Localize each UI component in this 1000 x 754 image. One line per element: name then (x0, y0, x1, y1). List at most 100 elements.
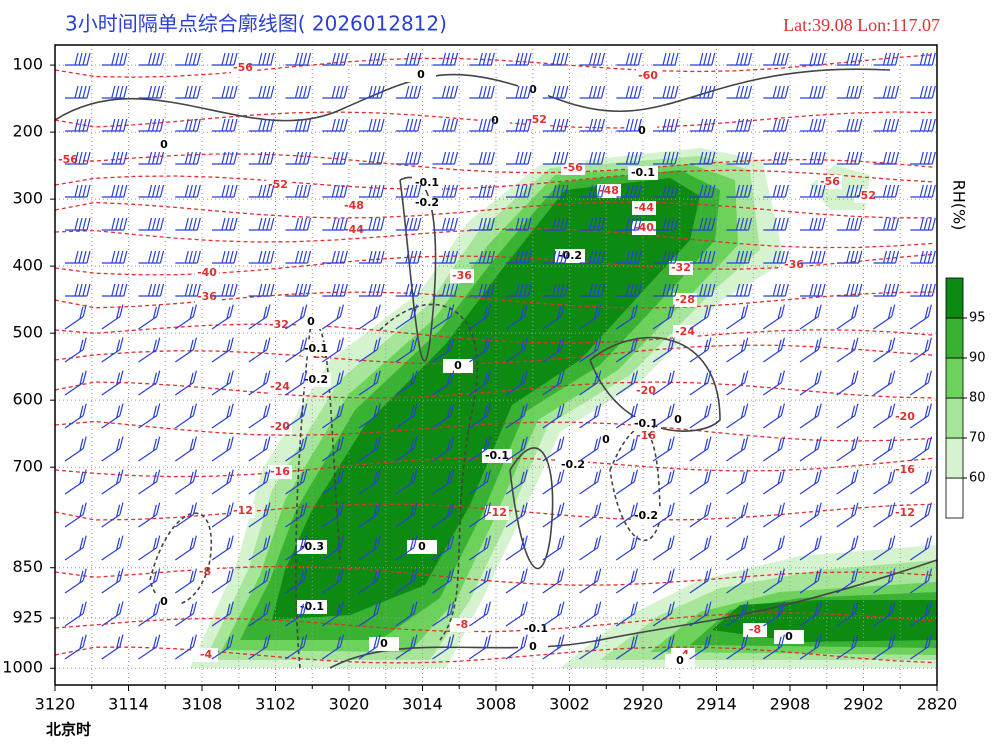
wind-barb (358, 370, 381, 396)
wind-barb (65, 52, 91, 66)
wind-barb (432, 85, 459, 99)
wind-barb (285, 250, 312, 264)
wind-barb (763, 250, 789, 264)
wind-barb (615, 337, 638, 363)
colorbar-swatch (945, 437, 964, 479)
wind-barb (212, 283, 238, 297)
wind-barb (469, 250, 495, 264)
label-bg (266, 178, 290, 192)
wind-barb (579, 85, 606, 99)
wind-barb (468, 403, 491, 429)
wind-barb (726, 52, 753, 66)
wind-barb (469, 52, 495, 66)
wind-barb (322, 283, 348, 297)
wind-barb (138, 85, 165, 99)
temperature-label: -44 (634, 201, 654, 214)
x-tick-label: 3002 (549, 695, 590, 714)
wind-barb (505, 304, 528, 330)
wind-barb (800, 283, 826, 297)
temperature-contours: -56-60-52-56-52-56-48-44-40-56-52-48-44-… (54, 53, 936, 664)
wind-barb (64, 502, 87, 528)
wind-barb (799, 502, 822, 528)
wind-barb (101, 304, 124, 330)
label-bg (893, 410, 917, 424)
x-tick-label: 2908 (770, 695, 811, 714)
wind-barb (909, 370, 932, 396)
wind-barb (615, 535, 638, 561)
wind-barb (285, 634, 308, 660)
label-bg (231, 504, 255, 518)
wind-barb (285, 151, 312, 165)
omega-label: 0 (529, 83, 537, 96)
label-bg (296, 315, 326, 329)
wind-barb (873, 502, 896, 528)
omega-label: -0.1 (304, 342, 328, 355)
wind-barb (505, 403, 528, 429)
wind-barb (799, 535, 822, 561)
wind-barb (359, 283, 385, 297)
wind-barb (799, 634, 822, 660)
label-bg (342, 199, 366, 213)
wind-barb (175, 52, 201, 66)
wind-barb (64, 634, 87, 660)
wind-barb (211, 337, 234, 363)
temperature-label: -36 (784, 258, 804, 271)
wind-barb (395, 469, 418, 495)
wind-barb (248, 469, 271, 495)
wind-barb (468, 469, 491, 495)
wind-barb (579, 568, 602, 594)
omega-label: -0.1 (415, 176, 439, 189)
wind-barb (615, 634, 638, 660)
wind-barb (873, 184, 900, 198)
wind-barb (506, 184, 532, 198)
wind-barb (652, 568, 675, 594)
label-bg (818, 175, 842, 189)
wind-barb (138, 634, 161, 660)
wind-barb (836, 370, 859, 396)
wind-barb (762, 535, 785, 561)
wind-barb (762, 634, 785, 660)
wind-barb (468, 568, 491, 594)
wind-barb (873, 370, 896, 396)
wind-barb (469, 85, 495, 99)
temperature-label: -56 (233, 61, 253, 74)
wind-barb (763, 52, 789, 66)
wind-barb (836, 151, 863, 165)
wind-barb (101, 283, 128, 297)
wind-barb (579, 184, 606, 198)
wind-barb (836, 634, 859, 660)
x-tick-label: 3114 (108, 695, 149, 714)
label-bg (665, 654, 695, 668)
temperature-label: -20 (636, 384, 656, 397)
chart-title: 3小时间隔单点综合廓线图( 2026012812) (65, 12, 447, 36)
wind-barb (800, 151, 826, 165)
label-bg (482, 449, 512, 463)
temperature-label: -8 (749, 623, 761, 636)
wind-barb (873, 304, 896, 330)
wind-barb (468, 436, 491, 462)
temperature-label: -16 (636, 429, 656, 442)
x-tick-label: 2902 (843, 695, 884, 714)
wind-barb (321, 370, 344, 396)
wind-barb (212, 250, 238, 264)
y-tick-label: 700 (12, 457, 43, 476)
temperature-label: -56 (58, 153, 78, 166)
wind-barb (248, 85, 275, 99)
wind-barb (579, 304, 602, 330)
wind-barb (359, 118, 385, 132)
wind-barb (726, 370, 749, 396)
isotherm (54, 169, 936, 190)
label-bg (195, 290, 219, 304)
y-tick-label: 925 (12, 607, 43, 626)
wind-barb (248, 217, 275, 231)
isotherm (54, 420, 936, 442)
wind-barb (873, 469, 896, 495)
wind-barb (285, 337, 308, 363)
wind-barb (101, 118, 128, 132)
x-tick-label: 3020 (329, 695, 370, 714)
wind-barb (909, 436, 932, 462)
temperature-label: -32 (671, 261, 691, 274)
wind-barb (873, 436, 896, 462)
omega-label: 0 (417, 68, 425, 81)
x-tick-label: 3008 (476, 695, 517, 714)
